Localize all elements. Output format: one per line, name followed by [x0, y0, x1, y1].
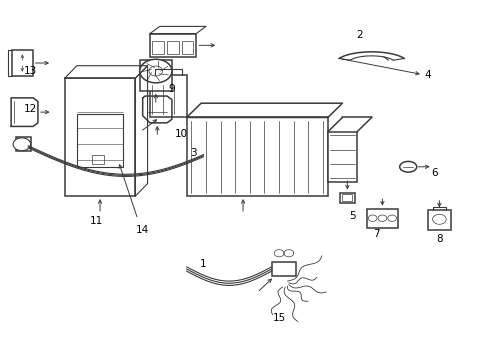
Bar: [150, 33, 196, 57]
Text: 2: 2: [356, 30, 363, 40]
Bar: [340, 193, 355, 203]
Bar: [428, 210, 451, 230]
Bar: [328, 132, 357, 182]
Circle shape: [140, 59, 172, 83]
Circle shape: [388, 215, 396, 221]
Circle shape: [368, 215, 377, 221]
Text: 5: 5: [349, 211, 356, 221]
Bar: [152, 41, 164, 54]
Text: 15: 15: [272, 312, 286, 323]
Bar: [187, 117, 328, 196]
Bar: [77, 114, 123, 167]
Bar: [140, 60, 172, 91]
Text: 9: 9: [169, 84, 175, 94]
Text: 4: 4: [424, 69, 431, 80]
Text: 3: 3: [191, 148, 197, 158]
Text: 1: 1: [200, 259, 207, 269]
Bar: [367, 208, 398, 228]
Text: 14: 14: [136, 225, 149, 235]
Bar: [12, 50, 32, 76]
Bar: [167, 41, 179, 54]
Circle shape: [378, 215, 387, 221]
Bar: [65, 78, 135, 196]
Bar: [272, 262, 296, 276]
Text: 12: 12: [24, 104, 37, 113]
Bar: [343, 194, 352, 202]
Bar: [182, 41, 194, 54]
Circle shape: [149, 66, 163, 76]
Circle shape: [13, 138, 30, 151]
Text: 10: 10: [175, 129, 188, 139]
Text: 8: 8: [437, 234, 443, 244]
Bar: [92, 155, 104, 164]
Text: 7: 7: [373, 229, 380, 239]
Text: 11: 11: [90, 216, 103, 226]
Circle shape: [433, 214, 446, 224]
Bar: [150, 75, 187, 117]
Text: 13: 13: [24, 66, 37, 76]
Text: 6: 6: [432, 168, 439, 178]
Bar: [16, 137, 30, 152]
